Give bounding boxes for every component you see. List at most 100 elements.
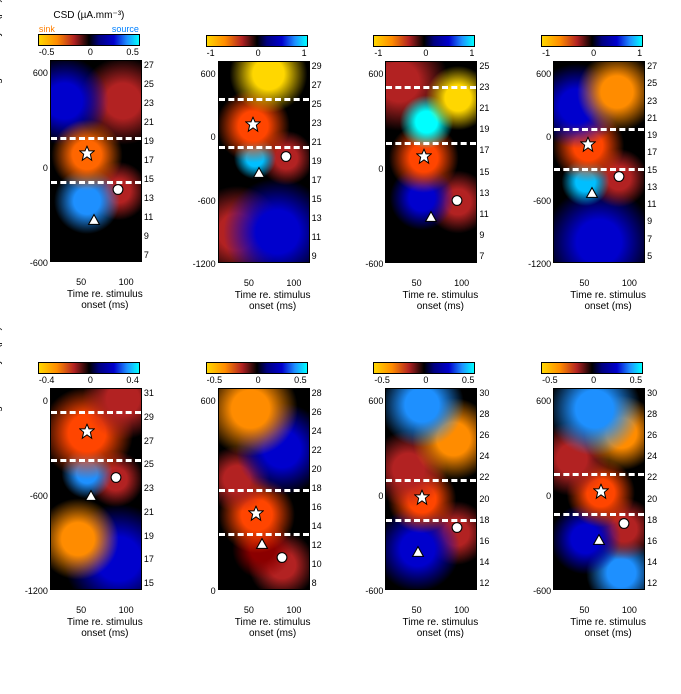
ytick-left: -1200 bbox=[25, 586, 48, 596]
ytick-left: 0 bbox=[43, 396, 48, 406]
csd-panel: -1016000-600-1200272523211917151311975El… bbox=[513, 10, 671, 312]
ytick-right: 8 bbox=[312, 578, 317, 588]
ytick-right: 15 bbox=[144, 578, 154, 588]
granular-boundary-line bbox=[554, 128, 644, 131]
colorbar-tick: 0 bbox=[88, 47, 93, 57]
xtick: 50 bbox=[244, 278, 254, 288]
xtick: 50 bbox=[76, 277, 86, 287]
yaxis-left: 0-600-1200 bbox=[16, 388, 50, 604]
ytick-right: 15 bbox=[312, 194, 322, 204]
ytick-right: 11 bbox=[144, 212, 153, 222]
yaxis-right: 252321191715131197 bbox=[477, 61, 497, 261]
granular-boundary-line bbox=[51, 181, 141, 184]
ytick-right: 23 bbox=[312, 118, 322, 128]
ytick-right: 17 bbox=[144, 155, 154, 165]
heatmap bbox=[50, 388, 142, 590]
colorbar-tick: -1 bbox=[374, 48, 382, 58]
granular-boundary-line bbox=[51, 137, 141, 140]
granular-boundary-line bbox=[51, 411, 141, 414]
ytick-right: 14 bbox=[647, 557, 657, 567]
ytick-right: 22 bbox=[479, 472, 489, 482]
colorbar bbox=[373, 362, 475, 374]
ytick-right: 30 bbox=[647, 388, 657, 398]
xaxis-ticks: 50100 bbox=[60, 277, 150, 287]
xlabel: Time re. stimulus onset (ms) bbox=[395, 290, 485, 312]
colorbar-tick: 0 bbox=[591, 48, 596, 58]
ytick-left: 0 bbox=[378, 164, 383, 174]
colorbar-tick: 0.5 bbox=[126, 47, 139, 57]
xlabel: Time re. stimulus onset (ms) bbox=[228, 290, 318, 312]
ytick-right: 22 bbox=[312, 445, 322, 455]
ytick-left: -600 bbox=[198, 196, 216, 206]
ytick-left: 600 bbox=[368, 69, 383, 79]
ytick-left: -600 bbox=[533, 586, 551, 596]
colorbar-ticks: -101 bbox=[207, 48, 307, 58]
colorbar-tick: -1 bbox=[207, 48, 215, 58]
ytick-right: 16 bbox=[647, 536, 657, 546]
ytick-right: 25 bbox=[479, 61, 489, 71]
ytick-right: 27 bbox=[144, 60, 154, 70]
ytick-right: 17 bbox=[144, 554, 154, 564]
colorbar-tick: -0.5 bbox=[39, 47, 55, 57]
colorbar-tick: 1 bbox=[302, 48, 307, 58]
ytick-left: 0 bbox=[378, 491, 383, 501]
ytick-right: 11 bbox=[312, 232, 321, 242]
colorbar bbox=[206, 35, 308, 47]
xaxis-ticks: 50 100 bbox=[395, 605, 485, 615]
ytick-right: 20 bbox=[647, 494, 657, 504]
xlabel: Time re. stimulus onset (ms) bbox=[60, 617, 150, 639]
csd-panel: CSD (µA.mm⁻³)sinksource-0.500.56000-6002… bbox=[10, 10, 168, 312]
ytick-right: 14 bbox=[479, 557, 489, 567]
ytick-left: 600 bbox=[201, 69, 216, 79]
granular-boundary-line bbox=[386, 142, 476, 145]
csd-panel: -0.500.5600028262422201816141210850100Ti… bbox=[178, 337, 336, 639]
ytick-right: 5 bbox=[647, 251, 652, 261]
ytick-left: -600 bbox=[30, 258, 48, 268]
ytick-right: 11 bbox=[647, 199, 656, 209]
ytick-right: 19 bbox=[144, 136, 154, 146]
ytick-right: 28 bbox=[312, 388, 322, 398]
ytick-right: 23 bbox=[479, 82, 489, 92]
xtick: 50 bbox=[244, 605, 254, 615]
xtick: 50 bbox=[412, 605, 422, 615]
heatmap bbox=[553, 61, 645, 263]
colorbar-tick: 0 bbox=[423, 48, 428, 58]
ytick-right: 25 bbox=[647, 78, 657, 88]
heatmap bbox=[553, 388, 645, 590]
xtick: 50 bbox=[579, 605, 589, 615]
ytick-right: 23 bbox=[144, 483, 154, 493]
colorbar bbox=[38, 362, 140, 374]
granular-boundary-line bbox=[554, 168, 644, 171]
ytick-left: -1200 bbox=[193, 259, 216, 269]
colorbar bbox=[373, 35, 475, 47]
ytick-right: 9 bbox=[312, 251, 317, 261]
ytick-right: 26 bbox=[479, 430, 489, 440]
ytick-left: 600 bbox=[536, 396, 551, 406]
yaxis-left: 6000-600 bbox=[16, 60, 50, 276]
colorbar-tick: 1 bbox=[637, 48, 642, 58]
ytick-right: 21 bbox=[647, 113, 657, 123]
ytick-right: 16 bbox=[312, 502, 322, 512]
plot-wrap: 6000-60027252321191715131197Distance re.… bbox=[16, 60, 162, 276]
plot-wrap: 6000-600-1200292725232119171513119 bbox=[184, 61, 330, 277]
colorbar-tick: -0.5 bbox=[374, 375, 390, 385]
ytick-right: 13 bbox=[479, 188, 489, 198]
ytick-right: 19 bbox=[312, 156, 322, 166]
colorbar-tick: 0.4 bbox=[126, 375, 139, 385]
xlabel: Time re. stimulus onset (ms) bbox=[60, 289, 150, 311]
csd-panel: -0.500.56000-600302826242220181614125010… bbox=[346, 337, 504, 639]
xtick: 100 bbox=[454, 605, 469, 615]
xaxis-ticks: 50100 bbox=[563, 605, 653, 615]
ytick-right: 13 bbox=[312, 213, 322, 223]
yaxis-left: 6000-600-1200 bbox=[184, 61, 218, 277]
xaxis-ticks: 50 100 bbox=[228, 605, 318, 615]
xtick: 100 bbox=[286, 605, 301, 615]
xtick: 50 bbox=[579, 278, 589, 288]
ytick-right: 17 bbox=[479, 145, 489, 155]
colorbar-tick: 0.5 bbox=[630, 375, 643, 385]
plot-wrap: 6000-600252321191715131197 bbox=[351, 61, 497, 277]
granular-boundary-line bbox=[219, 98, 309, 101]
ytick-right: 9 bbox=[144, 231, 149, 241]
ytick-left: 600 bbox=[201, 396, 216, 406]
ytick-right: 15 bbox=[647, 165, 657, 175]
